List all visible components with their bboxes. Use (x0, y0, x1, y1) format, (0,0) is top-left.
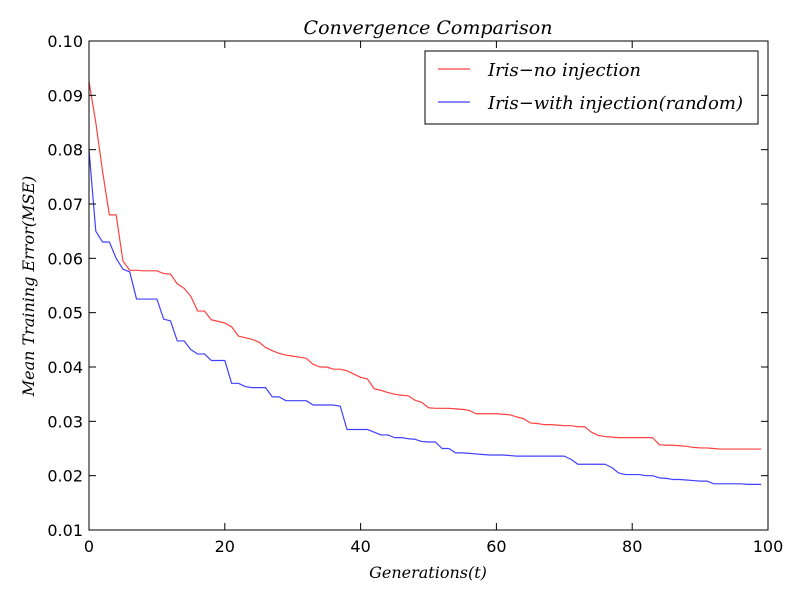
y-tick-label: 0.07 (47, 195, 83, 214)
x-tick-label: 20 (215, 537, 235, 556)
chart-title: Convergence Comparison (304, 17, 553, 39)
y-tick-label: 0.09 (47, 86, 83, 105)
x-tick-label: 100 (753, 537, 784, 556)
x-tick-label: 60 (486, 537, 506, 556)
y-tick-label: 0.04 (47, 358, 83, 377)
x-tick-label: 80 (622, 537, 642, 556)
y-tick-label: 0.01 (47, 521, 83, 540)
series-line-0 (88, 81, 762, 450)
y-axis-label: Mean Training Error(MSE) (19, 176, 38, 398)
legend-label-no-injection: Iris−no injection (487, 60, 641, 81)
x-tick-label: 0 (84, 537, 94, 556)
legend: Iris−no injection Iris−with injection(ra… (424, 50, 759, 125)
axes: 0 20 40 60 80 100 0.01 0.02 0.03 0.04 0.05 0.06 0.07… (47, 32, 783, 556)
series-line-1 (88, 149, 762, 485)
x-tick-label: 40 (350, 537, 370, 556)
y-tick-label: 0.02 (47, 467, 83, 486)
y-tick-label: 0.10 (47, 32, 83, 51)
legend-box (424, 50, 759, 125)
plot-area (88, 81, 762, 485)
y-tick-label: 0.03 (47, 412, 83, 431)
y-tick-label: 0.06 (47, 249, 83, 268)
x-axis-label: Generations(t) (369, 563, 487, 582)
y-tick-label: 0.08 (47, 141, 83, 160)
plot-frame (88, 40, 769, 531)
legend-label-with-injection: Iris−with injection(random) (487, 93, 743, 114)
y-tick-label: 0.05 (47, 304, 83, 323)
